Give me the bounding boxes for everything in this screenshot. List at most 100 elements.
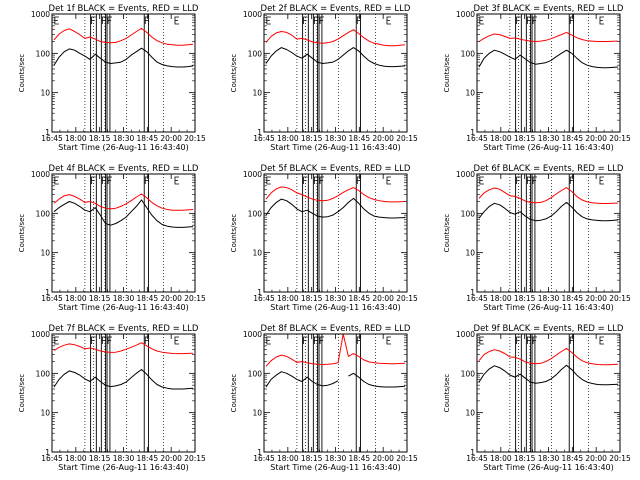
interval-flag-icon — [526, 336, 532, 344]
y-tick-label: 10 — [252, 409, 262, 418]
x-tick-label: 18:45 — [349, 294, 371, 303]
y-tick-label: 100 — [36, 369, 51, 378]
x-tick-label: 18:30 — [325, 454, 347, 463]
y-tick-label: 100 — [248, 209, 263, 218]
y-tick-label: 1000 — [243, 10, 262, 19]
y-axis-label: Counts/sec — [230, 214, 238, 253]
interval-flag-icon — [532, 176, 538, 184]
y-tick-label: 100 — [248, 369, 263, 378]
event-mark-icon — [174, 176, 179, 185]
events-rate-line — [53, 47, 194, 68]
interval-flag-icon — [107, 16, 113, 24]
chart-title: Det 8f BLACK = Events, RED = LLD — [261, 324, 411, 334]
x-tick-label: 18:00 — [65, 294, 87, 303]
x-tick-label: 20:15 — [396, 134, 418, 143]
interval-box — [90, 173, 97, 293]
y-tick-label: 1 — [257, 288, 262, 297]
interval-box — [531, 173, 536, 293]
y-tick-label: 1000 — [243, 330, 262, 339]
y-tick-label: 10 — [40, 89, 50, 98]
events-rate-line — [265, 47, 406, 68]
y-tick-label: 1000 — [31, 170, 50, 179]
interval-flag-icon — [91, 176, 96, 184]
interval-flag-icon — [101, 16, 107, 24]
interval-flag-icon — [532, 16, 538, 24]
interval-flag-icon — [526, 16, 532, 24]
y-tick-label: 1000 — [456, 170, 475, 179]
chart-title: Det 5f BLACK = Events, RED = LLD — [261, 164, 411, 174]
interval-flag-icon — [313, 176, 319, 184]
x-tick-label: 18:30 — [538, 134, 560, 143]
x-tick-label: 18:45 — [349, 134, 371, 143]
x-tick-label: 18:00 — [65, 454, 87, 463]
interval-box — [525, 173, 532, 293]
x-tick-label: 18:15 — [514, 294, 536, 303]
interval-flag-icon — [356, 336, 362, 344]
x-tick-label: 16:45 — [41, 134, 63, 143]
lld-rate-line — [478, 187, 619, 204]
x-tick-label: 20:00 — [372, 454, 394, 463]
x-tick-label: 20:00 — [585, 294, 607, 303]
x-tick-label: 18:45 — [349, 454, 371, 463]
interval-box — [525, 13, 532, 133]
event-mark-icon — [386, 336, 391, 345]
interval-flag-icon — [303, 176, 308, 184]
plot-frame — [263, 173, 408, 293]
y-tick-label: 10 — [465, 249, 475, 258]
x-tick-label: 20:15 — [396, 454, 418, 463]
lld-rate-line — [53, 27, 194, 46]
event-mark-icon — [479, 336, 484, 345]
y-tick-label: 100 — [36, 209, 51, 218]
interval-flag-icon — [303, 16, 308, 24]
lld-rate-line — [265, 333, 406, 367]
y-tick-label: 10 — [252, 89, 262, 98]
interval-box — [143, 173, 149, 293]
x-tick-label: 18:15 — [301, 294, 323, 303]
x-tick-label: 18:15 — [89, 134, 111, 143]
x-tick-label: 18:15 — [89, 294, 111, 303]
event-mark-icon — [479, 176, 484, 185]
x-axis-label: Start Time (26-Aug-11 16:43:40) — [483, 463, 614, 472]
interval-box — [531, 13, 536, 133]
y-axis-label: Counts/sec — [18, 374, 26, 413]
plot-frame — [51, 173, 196, 293]
interval-flag-icon — [532, 336, 538, 344]
event-mark-icon — [599, 16, 604, 25]
lld-rate-line — [53, 193, 194, 211]
x-tick-label: 18:45 — [137, 134, 159, 143]
x-tick-label: 18:45 — [562, 134, 584, 143]
interval-flag-icon — [303, 336, 308, 344]
y-axis-label: Counts/sec — [443, 214, 451, 253]
chart-panel-3: Det 3f BLACK = Events, RED = LLD 1 10 100 10… — [443, 4, 631, 152]
interval-box — [90, 13, 97, 133]
events-rate-line — [478, 201, 619, 222]
x-axis-label: Start Time (26-Aug-11 16:43:40) — [58, 143, 189, 152]
y-tick-label: 1 — [257, 128, 262, 137]
interval-box — [312, 13, 319, 133]
x-tick-label: 16:45 — [253, 134, 275, 143]
chart-panel-2: Det 2f BLACK = Events, RED = LLD 1 10 100 10… — [230, 4, 418, 152]
chart-title: Det 4f BLACK = Events, RED = LLD — [49, 164, 199, 174]
interval-box — [143, 333, 149, 453]
interval-box — [515, 13, 522, 133]
event-mark-icon — [266, 176, 271, 185]
x-axis-label: Start Time (26-Aug-11 16:43:40) — [483, 303, 614, 312]
y-tick-label: 1 — [257, 448, 262, 457]
y-tick-label: 1000 — [31, 330, 50, 339]
y-tick-label: 100 — [36, 49, 51, 58]
plot-frame — [476, 333, 621, 453]
x-tick-label: 20:15 — [609, 454, 631, 463]
interval-box — [355, 333, 361, 453]
lld-rate-line — [478, 347, 619, 366]
interval-flag-icon — [319, 176, 325, 184]
x-tick-label: 18:15 — [301, 134, 323, 143]
interval-flag-icon — [319, 336, 325, 344]
plot-frame — [476, 13, 621, 133]
y-tick-label: 1 — [45, 128, 50, 137]
x-tick-label: 18:00 — [490, 454, 512, 463]
x-axis-label: Start Time (26-Aug-11 16:43:40) — [58, 303, 189, 312]
interval-flag-icon — [313, 16, 319, 24]
x-tick-label: 18:30 — [113, 294, 135, 303]
x-tick-label: 18:30 — [325, 134, 347, 143]
interval-box — [90, 333, 97, 453]
